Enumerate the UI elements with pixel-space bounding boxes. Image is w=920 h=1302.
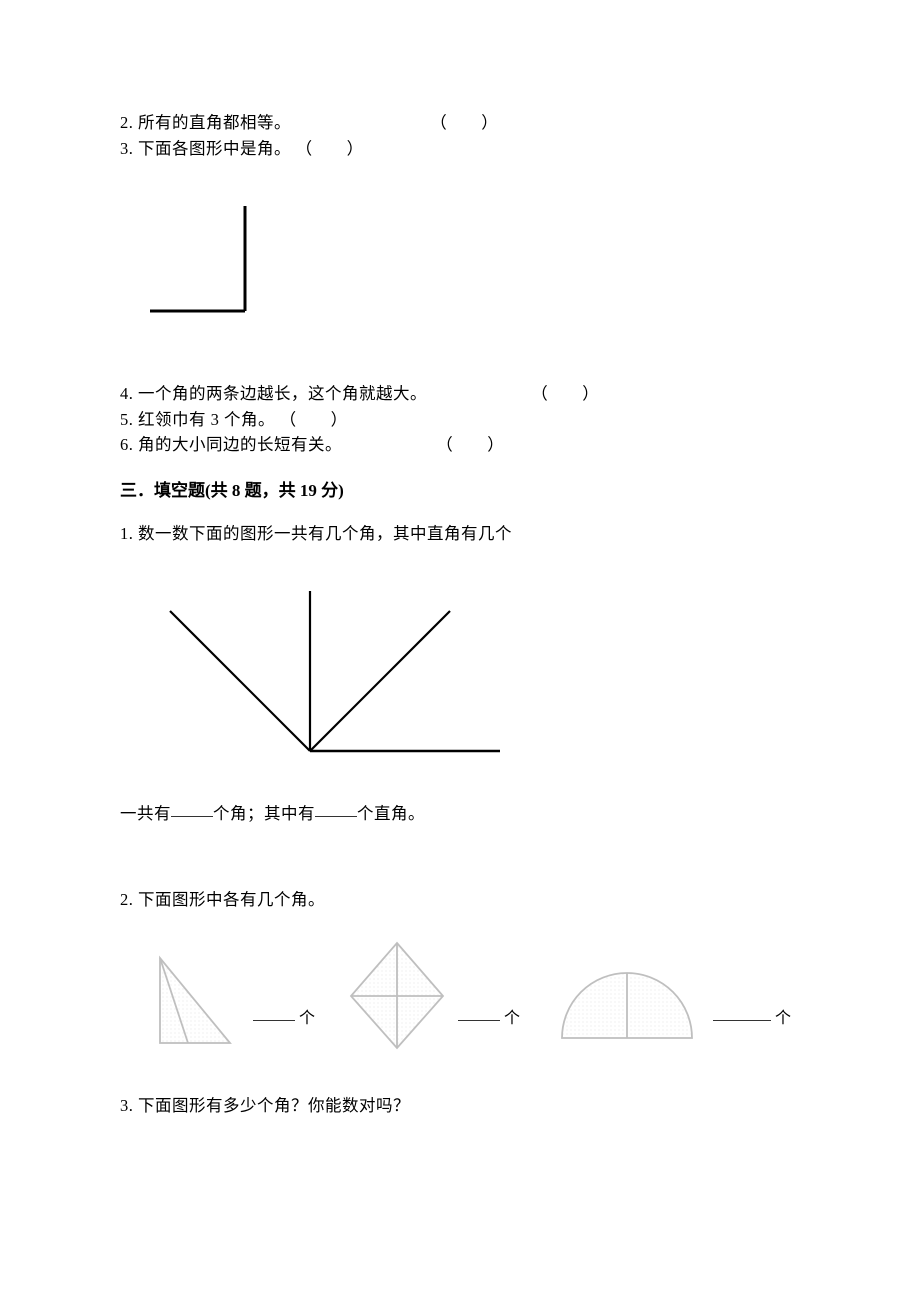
ans-mid: 个角；其中有: [213, 804, 315, 823]
tf-q2: 2. 所有的直角都相等。 （ ）: [120, 110, 800, 136]
tf-q4: 4. 一个角的两条边越长，这个角就越大。 （ ）: [120, 381, 800, 407]
right-angle-svg: [140, 196, 270, 326]
shape-triangle: 个: [150, 948, 315, 1053]
q-num: 6.: [120, 435, 133, 454]
q-num: 2.: [120, 113, 133, 132]
blank-input[interactable]: [458, 1004, 500, 1021]
q-num: 3.: [120, 1096, 133, 1115]
blank-input[interactable]: [171, 800, 213, 818]
q-text: 一个角的两条边越长，这个角就越大。: [138, 384, 427, 403]
blank-input[interactable]: [713, 1004, 771, 1021]
shape-rhombus: 个: [345, 938, 520, 1053]
section3-heading: 三．填空题(共 8 题，共 19 分): [120, 476, 800, 501]
q-text: 下面各图形中是角。: [138, 139, 291, 158]
q-num: 5.: [120, 410, 133, 429]
tf-q3: 3. 下面各图形中是角。 （ ）: [120, 136, 800, 162]
shape-blank: 个: [253, 1004, 315, 1053]
q-num: 3.: [120, 139, 133, 158]
shape-blank: 个: [713, 1004, 791, 1053]
q-paren: （ ）: [280, 410, 348, 429]
s3-q2-shapes: 个 个: [150, 938, 800, 1053]
s3-q2: 2. 下面图形中各有几个角。: [120, 887, 800, 913]
ans-prefix: 一共有: [120, 804, 171, 823]
tf-q3-figure: [140, 196, 780, 331]
s3-q1: 1. 数一数下面的图形一共有几个角，其中直角有几个: [120, 521, 800, 547]
q-text: 角的大小同边的长短有关。: [138, 435, 342, 454]
blank-input[interactable]: [253, 1004, 295, 1021]
q-num: 4.: [120, 384, 133, 403]
rhombus-svg: [345, 938, 450, 1053]
q-paren: （ ）: [430, 113, 498, 132]
q-text: 所有的直角都相等。: [138, 113, 291, 132]
page-content: 2. 所有的直角都相等。 （ ） 3. 下面各图形中是角。 （ ） 4. 一个角…: [0, 0, 920, 1178]
ans-suffix: 个直角。: [357, 804, 425, 823]
q-text: 下面图形中各有几个角。: [138, 890, 325, 909]
s3-q3: 3. 下面图形有多少个角？你能数对吗？: [120, 1093, 800, 1119]
triangle-svg: [150, 948, 245, 1053]
q-text: 红领巾有 3 个角。: [138, 410, 275, 429]
fan-svg: [130, 571, 530, 771]
unit: 个: [299, 1010, 315, 1027]
shape-blank: 个: [458, 1004, 520, 1053]
q-text: 下面图形有多少个角？你能数对吗？: [138, 1096, 410, 1115]
unit: 个: [504, 1010, 520, 1027]
q-paren: （ ）: [296, 139, 364, 158]
q-text: 数一数下面的图形一共有几个角，其中直角有几个: [138, 524, 512, 543]
tf-q6: 6. 角的大小同边的长短有关。 （ ）: [120, 432, 800, 458]
s3-q1-figure: [130, 571, 790, 776]
q-paren: （ ）: [531, 384, 599, 403]
q-num: 1.: [120, 524, 133, 543]
unit: 个: [775, 1010, 791, 1027]
tf-q5: 5. 红领巾有 3 个角。 （ ）: [120, 407, 800, 433]
semidisc-svg: [550, 953, 705, 1053]
shape-semidisc: 个: [550, 953, 791, 1053]
blank-input[interactable]: [315, 800, 357, 818]
s3-q1-answer: 一共有 个角；其中有 个直角。: [120, 801, 800, 827]
q-num: 2.: [120, 890, 133, 909]
q-paren: （ ）: [436, 435, 504, 454]
